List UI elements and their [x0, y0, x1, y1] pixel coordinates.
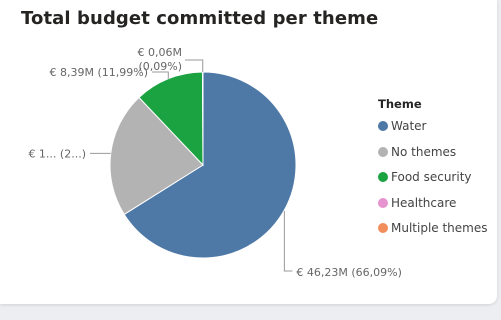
legend-item-food-security[interactable]: Food security — [378, 169, 472, 185]
leader-line-food-security — [152, 71, 169, 79]
legend-label-no-themes: No themes — [391, 144, 457, 159]
legend-item-water[interactable]: Water — [378, 118, 426, 134]
data-label-healthcare: € 0,06M (0,09%) — [138, 46, 182, 73]
legend-swatch-no-themes — [378, 146, 388, 157]
legend-item-healthcare[interactable]: Healthcare — [378, 195, 456, 211]
legend-swatch-water — [378, 121, 388, 131]
leader-line-water — [283, 211, 293, 272]
pie-slice-healthcare[interactable] — [201, 71, 204, 166]
legend-label-food-security: Food security — [391, 170, 472, 184]
chart-title: Total budget committed per theme — [21, 8, 379, 29]
leader-line-healthcare — [185, 59, 204, 73]
legend-label-water: Water — [391, 119, 427, 133]
legend-title: Theme — [378, 97, 422, 111]
pie-slice-water[interactable] — [123, 71, 297, 259]
legend-item-no-themes[interactable]: No themes — [378, 144, 456, 160]
data-label-no-themes: € 1... (2...) — [28, 147, 86, 160]
legend-swatch-multiple-themes — [378, 223, 388, 233]
legend-label-multiple-themes: Multiple themes — [391, 221, 488, 235]
legend-swatch-food-security — [378, 172, 388, 182]
chart-card: Total budget committed per theme € 46,23… — [0, 0, 497, 304]
pie-chart: € 46,23M (66,09%) € 1... (2...) € 8,39M (1… — [28, 46, 402, 279]
data-label-food-security: € 8,39M (11,99%) — [49, 66, 148, 79]
pie-slice-food-security[interactable] — [138, 71, 204, 167]
data-label-water: € 46,23M (66,09%) — [296, 266, 402, 279]
legend-swatch-healthcare — [378, 197, 388, 208]
legend-label-healthcare: Healthcare — [391, 195, 457, 210]
legend-item-multiple-themes[interactable]: Multiple themes — [378, 220, 488, 236]
